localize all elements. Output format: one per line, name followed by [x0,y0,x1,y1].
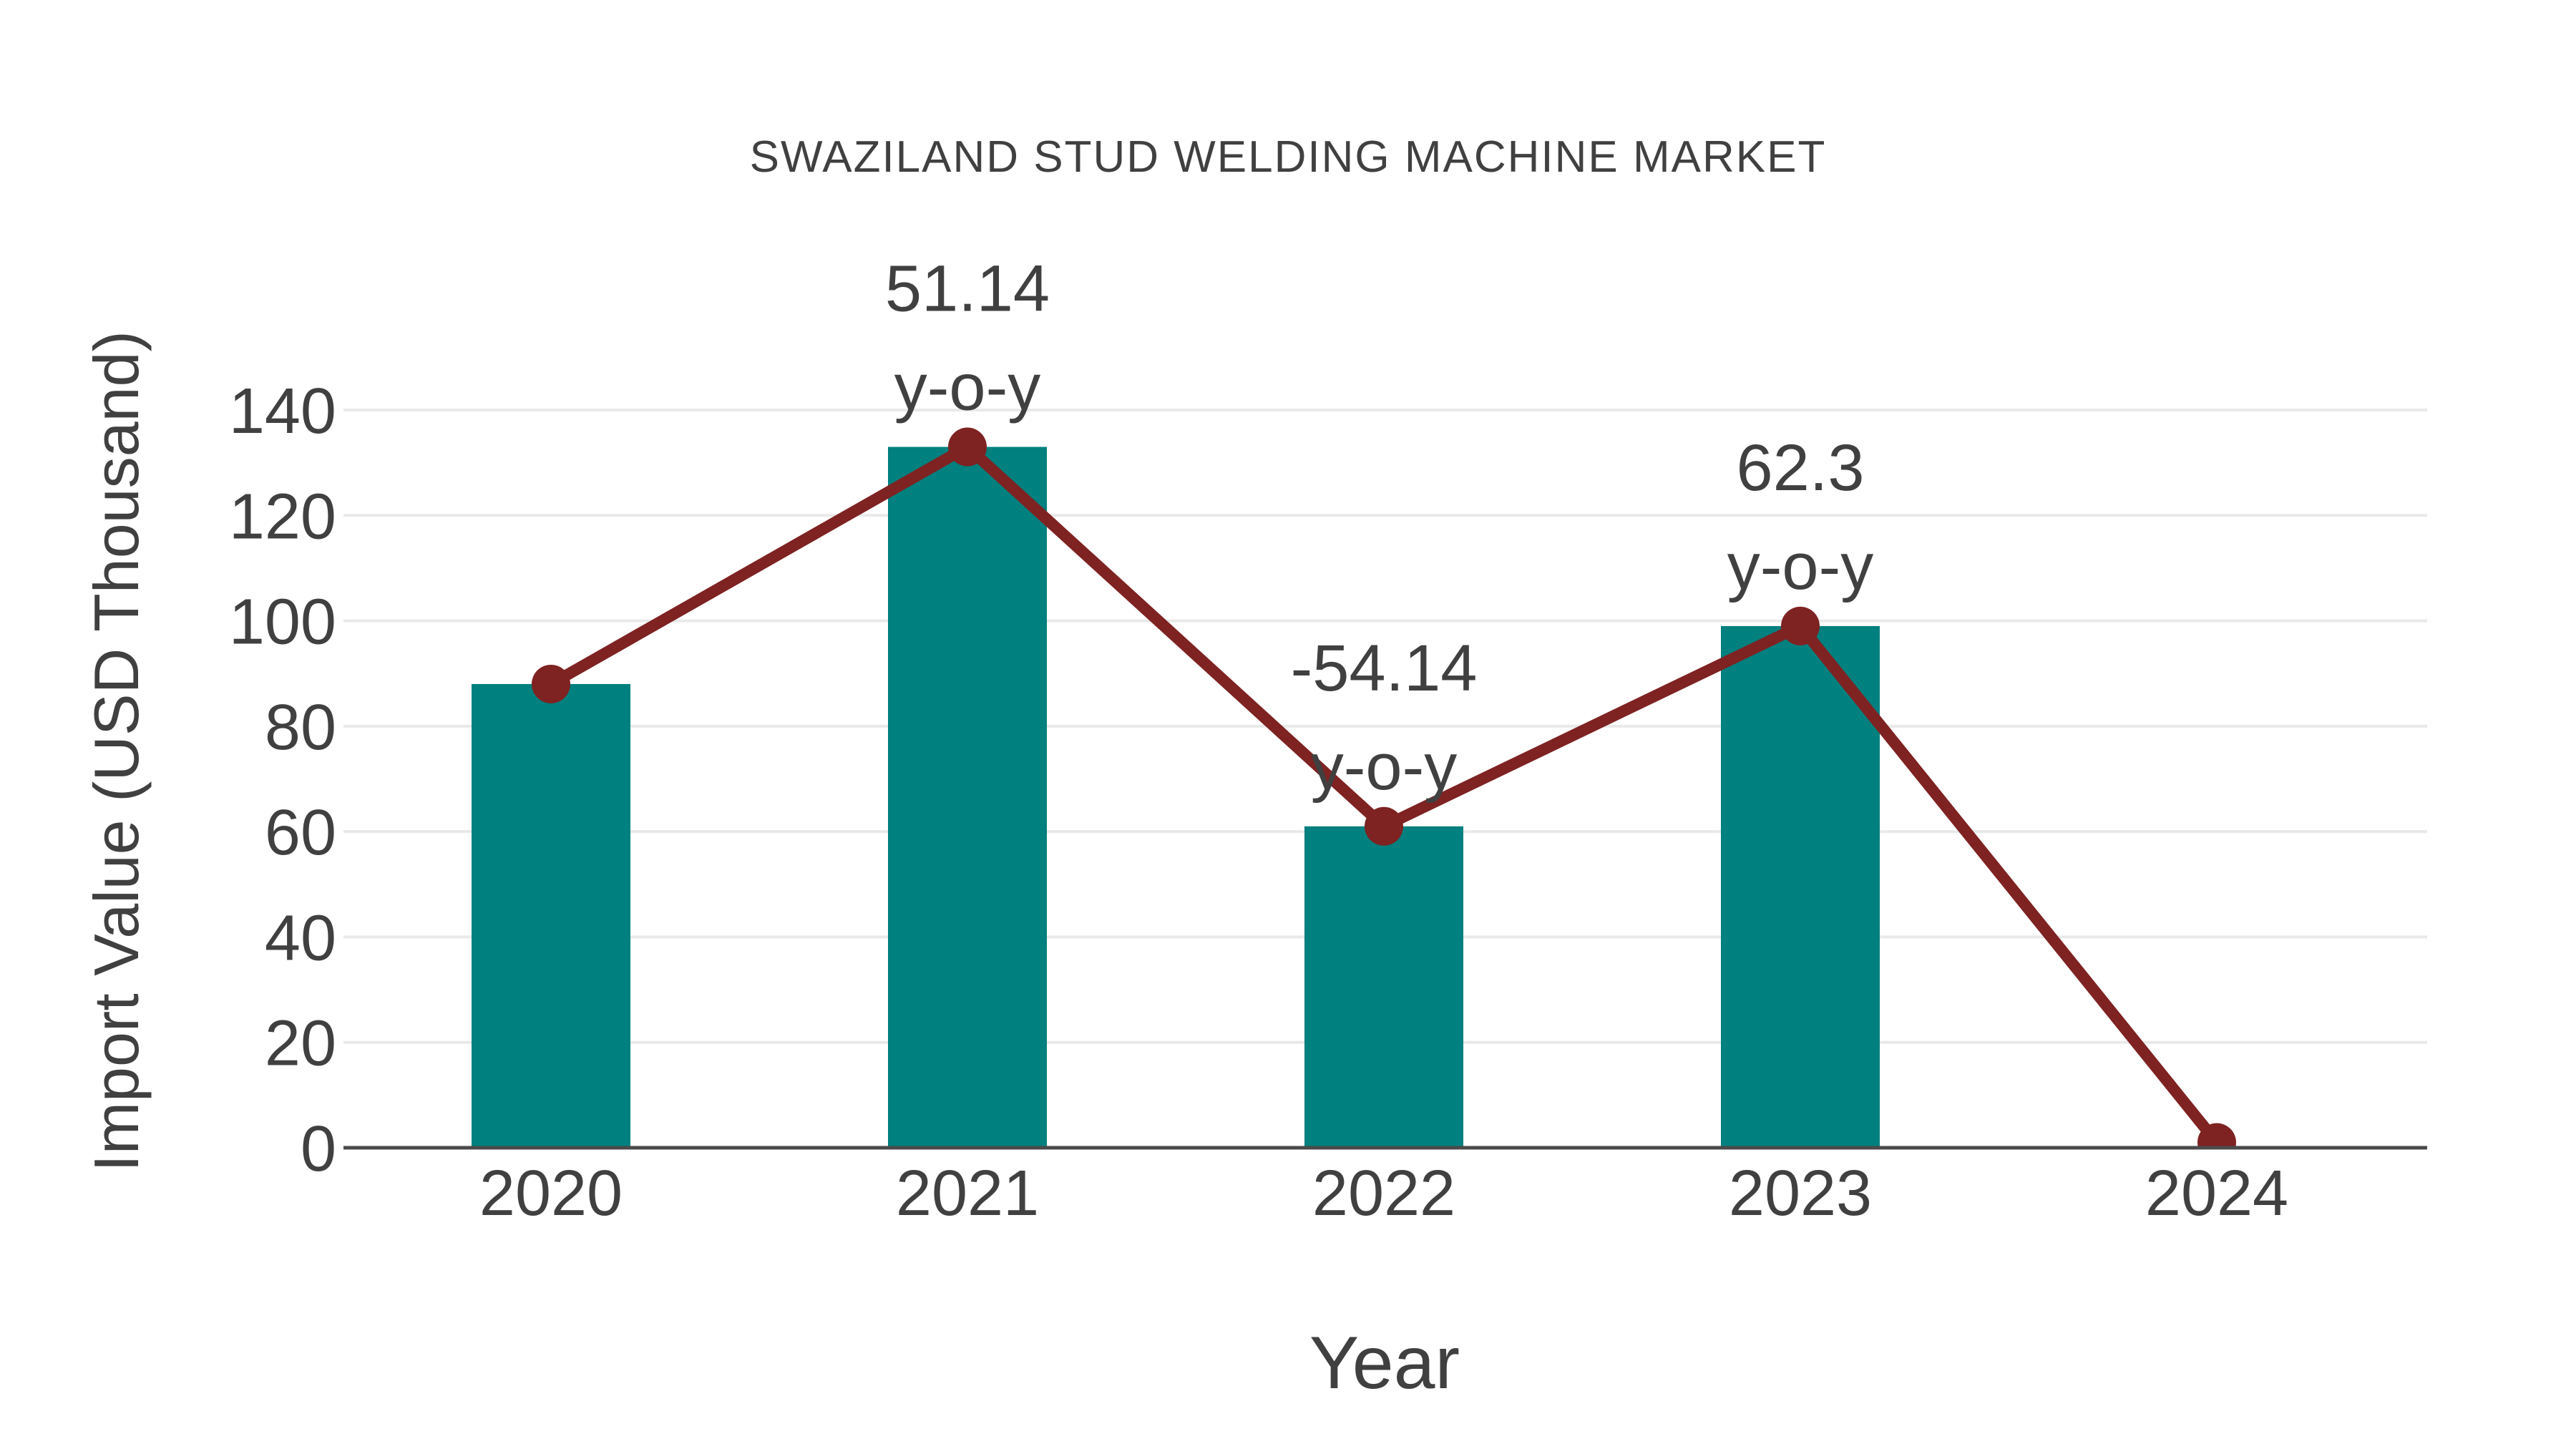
data-point-2020 [532,664,570,703]
y-tick-label-140: 140 [229,376,336,447]
data-point-2024 [2197,1123,2236,1148]
annotation-value-2022: -54.14 [1291,632,1478,705]
annotation-value-2023: 62.3 [1736,431,1864,504]
x-tick-label-2022: 2022 [1312,1158,1455,1229]
bar-2022 [1304,826,1463,1148]
chart-title: SWAZILAND STUD WELDING MACHINE MARKET [750,132,1827,182]
bar-2023 [1721,625,1880,1148]
bar-2020 [472,683,630,1148]
y-axis-title: Import Value (USD Thousand) [81,331,152,1172]
x-axis-tick-labels: 2020 2021 2022 2023 2024 [479,1158,2288,1229]
x-axis-title: Year [1309,1322,1460,1405]
line-series [532,427,2236,1148]
y-tick-label-0: 0 [301,1113,336,1185]
y-tick-label-80: 80 [265,692,336,763]
data-point-2023 [1781,606,1820,645]
data-point-2022 [1365,806,1403,846]
y-tick-label-120: 120 [229,481,336,552]
annotation-value-2021: 51.14 [885,253,1050,326]
y-tick-label-60: 60 [265,797,336,869]
y-tick-label-40: 40 [265,902,336,974]
annotation-suffix-2021: y-o-y [894,351,1040,424]
bar-2021 [888,447,1047,1148]
y-tick-label-100: 100 [229,587,336,658]
x-tick-label-2020: 2020 [479,1158,623,1229]
x-tick-label-2023: 2023 [1729,1158,1872,1229]
bar-series [472,447,1880,1148]
annotation-suffix-2023: y-o-y [1727,530,1873,603]
x-tick-label-2024: 2024 [2145,1158,2288,1229]
x-tick-label-2021: 2021 [896,1158,1039,1229]
y-axis-tick-labels: 0 20 40 60 80 100 120 140 [229,376,336,1185]
annotation-suffix-2022: y-o-y [1311,731,1457,804]
annotations: 51.14 y-o-y -54.14 y-o-y 62.3 y-o-y [885,253,1873,804]
data-point-2021 [948,427,987,467]
y-tick-label-20: 20 [265,1008,336,1080]
